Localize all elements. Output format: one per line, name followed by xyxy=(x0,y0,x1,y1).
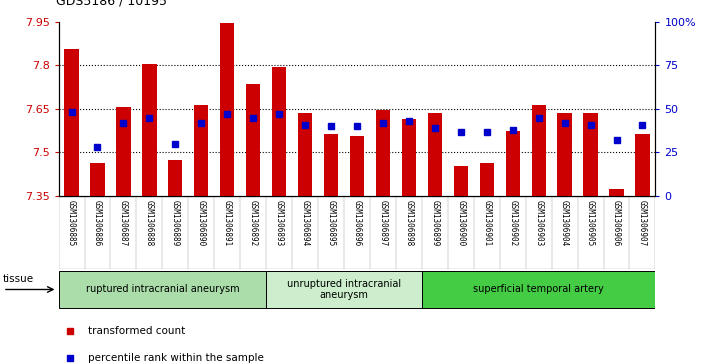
Text: GSM1306904: GSM1306904 xyxy=(560,200,569,246)
Text: transformed count: transformed count xyxy=(89,326,186,336)
Text: percentile rank within the sample: percentile rank within the sample xyxy=(89,354,264,363)
Text: GSM1306894: GSM1306894 xyxy=(301,200,310,246)
Bar xyxy=(350,136,364,196)
Bar xyxy=(91,163,105,196)
Text: GSM1306902: GSM1306902 xyxy=(508,200,517,246)
Bar xyxy=(609,189,623,196)
Bar xyxy=(531,105,545,196)
Text: GSM1306892: GSM1306892 xyxy=(248,200,258,246)
Bar xyxy=(272,67,286,196)
Bar xyxy=(583,113,598,196)
Text: GSM1306895: GSM1306895 xyxy=(326,200,336,246)
Bar xyxy=(558,113,572,196)
Bar xyxy=(169,160,183,196)
Text: GSM1306886: GSM1306886 xyxy=(93,200,102,246)
Bar xyxy=(298,113,312,196)
Text: GSM1306896: GSM1306896 xyxy=(353,200,361,246)
Text: GSM1306889: GSM1306889 xyxy=(171,200,180,246)
Text: GSM1306898: GSM1306898 xyxy=(404,200,413,246)
Text: GSM1306903: GSM1306903 xyxy=(534,200,543,246)
Bar xyxy=(194,105,208,196)
Text: GSM1306897: GSM1306897 xyxy=(378,200,388,246)
Text: GSM1306887: GSM1306887 xyxy=(119,200,128,246)
Text: GDS5186 / 10195: GDS5186 / 10195 xyxy=(56,0,166,8)
FancyBboxPatch shape xyxy=(59,271,266,308)
Text: superficial temporal artery: superficial temporal artery xyxy=(473,285,604,294)
Bar xyxy=(428,113,442,196)
Text: tissue: tissue xyxy=(3,274,34,284)
Bar xyxy=(635,134,650,196)
Text: GSM1306890: GSM1306890 xyxy=(197,200,206,246)
FancyBboxPatch shape xyxy=(422,271,655,308)
Text: GSM1306885: GSM1306885 xyxy=(67,200,76,246)
Bar xyxy=(220,23,234,196)
Text: ruptured intracranial aneurysm: ruptured intracranial aneurysm xyxy=(86,285,239,294)
Text: unruptured intracranial
aneurysm: unruptured intracranial aneurysm xyxy=(287,279,401,300)
Text: GSM1306899: GSM1306899 xyxy=(431,200,439,246)
Bar xyxy=(64,49,79,196)
Text: GSM1306891: GSM1306891 xyxy=(223,200,232,246)
Bar xyxy=(376,110,390,196)
Text: GSM1306888: GSM1306888 xyxy=(145,200,154,246)
Text: GSM1306900: GSM1306900 xyxy=(456,200,466,246)
Text: GSM1306907: GSM1306907 xyxy=(638,200,647,246)
Bar xyxy=(324,134,338,196)
Bar xyxy=(142,64,156,196)
Bar xyxy=(116,107,131,196)
Text: GSM1306893: GSM1306893 xyxy=(275,200,283,246)
Bar xyxy=(506,131,520,196)
Bar xyxy=(246,84,261,196)
Bar xyxy=(453,166,468,196)
Text: GSM1306901: GSM1306901 xyxy=(482,200,491,246)
Text: GSM1306905: GSM1306905 xyxy=(586,200,595,246)
FancyBboxPatch shape xyxy=(266,271,422,308)
Bar xyxy=(480,163,494,196)
Bar xyxy=(402,119,416,196)
Text: GSM1306906: GSM1306906 xyxy=(612,200,621,246)
